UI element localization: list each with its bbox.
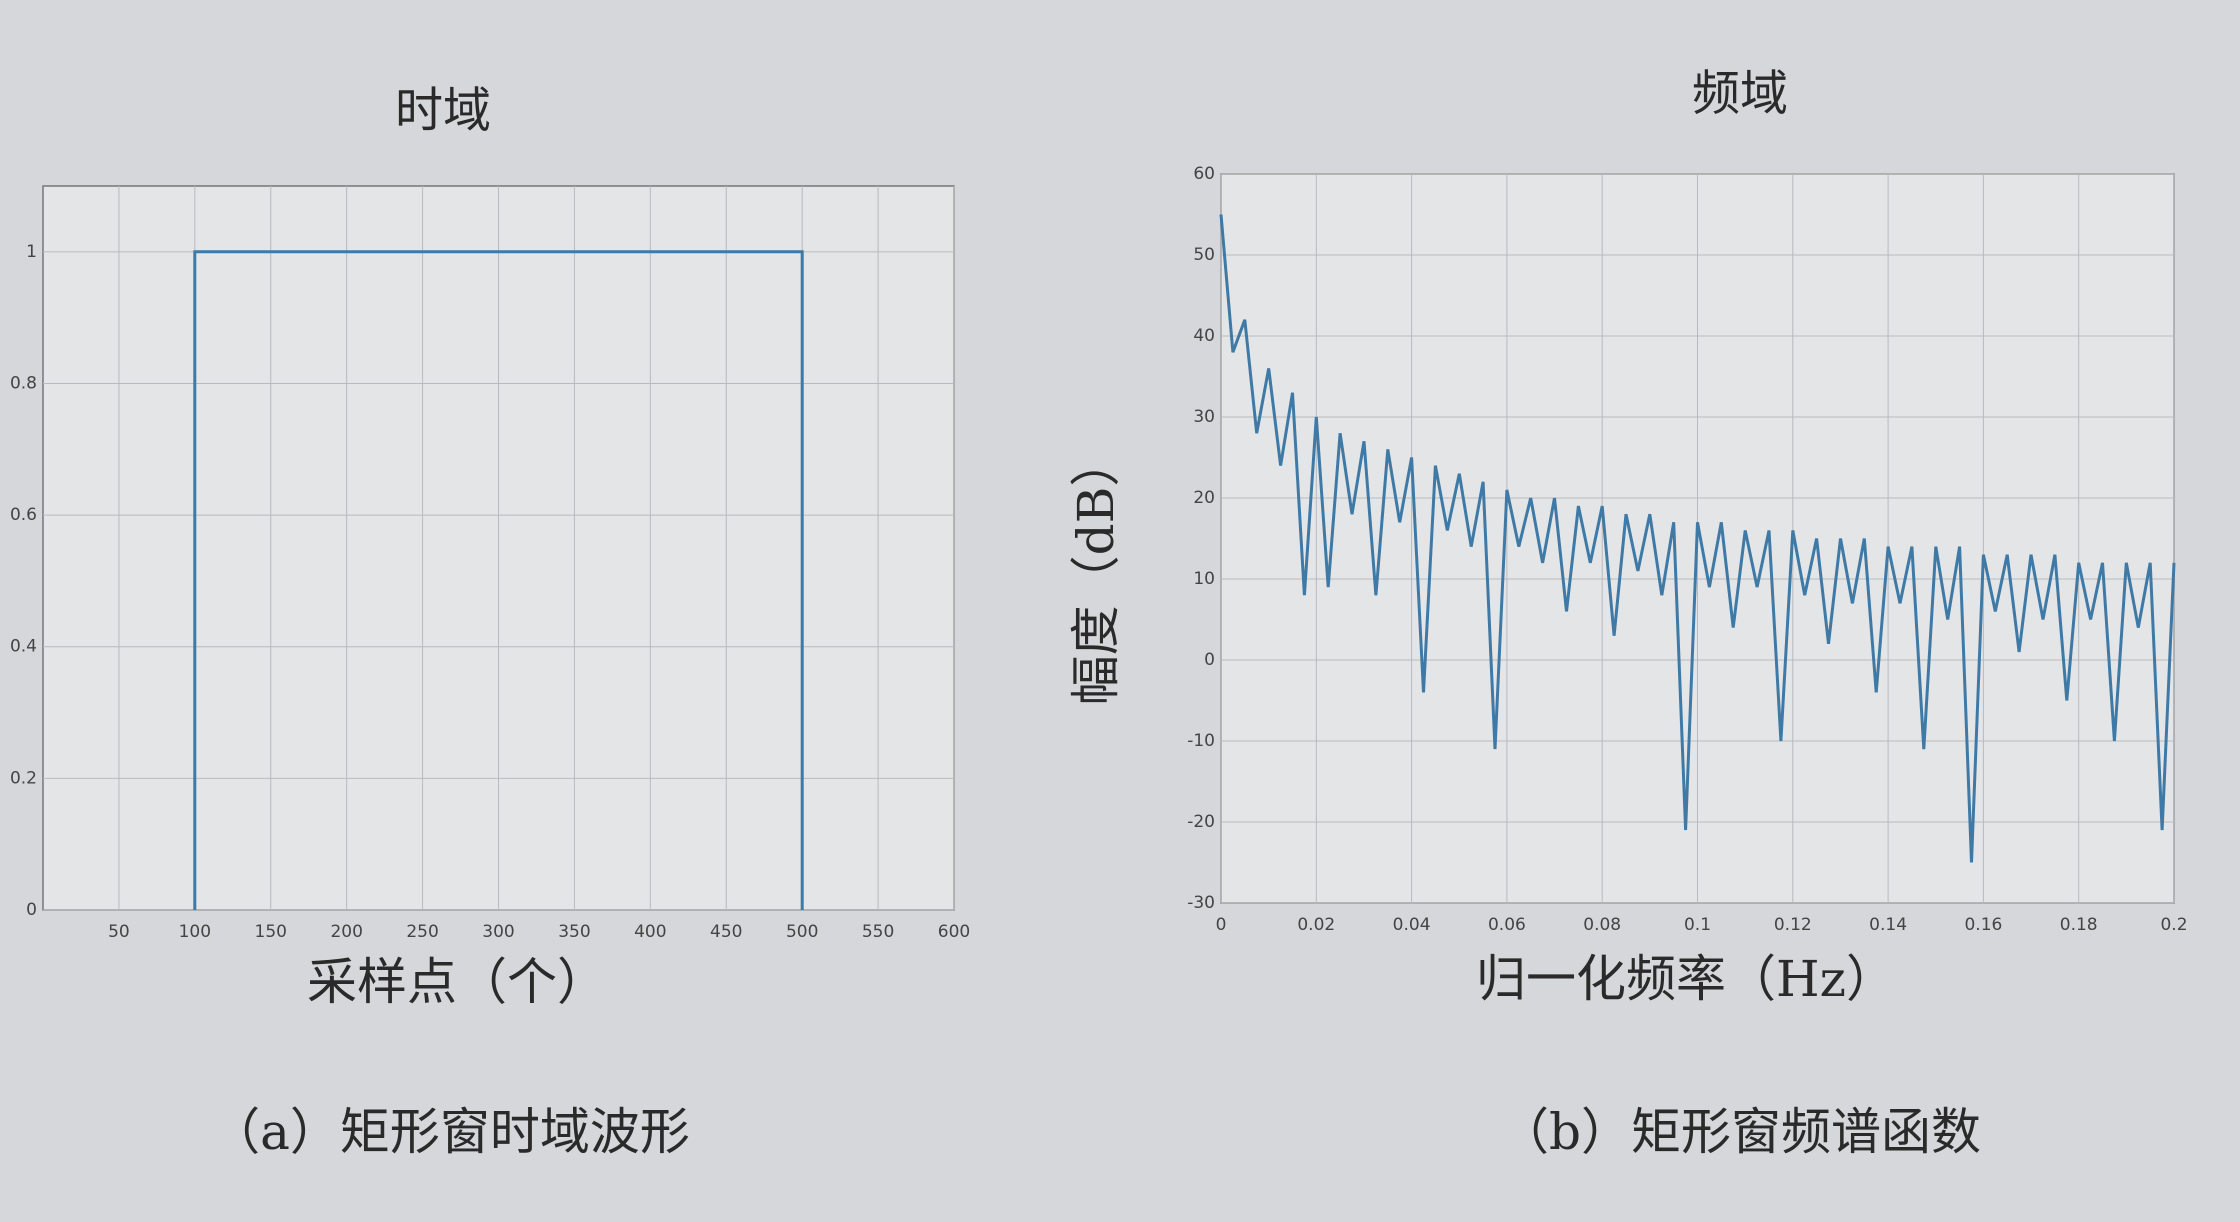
y-tick-label: 0.4 bbox=[10, 637, 37, 657]
y-tick-label: 0.2 bbox=[10, 768, 37, 788]
y-tick-label: 40 bbox=[1193, 326, 1215, 346]
x-tick-label: 350 bbox=[558, 922, 590, 942]
x-tick-label: 0.12 bbox=[1774, 915, 1812, 935]
x-tick-label: 0.2 bbox=[2160, 915, 2187, 935]
chart-title: 时域 bbox=[395, 83, 491, 139]
caption: （a）矩形窗时域波形 bbox=[210, 1103, 690, 1161]
x-tick-label: 0.16 bbox=[1964, 915, 2002, 935]
y-tick-label: 0 bbox=[26, 900, 37, 920]
y-tick-label: 50 bbox=[1193, 245, 1215, 265]
x-axis-label: 归一化频率（Hz） bbox=[1476, 950, 1896, 1008]
x-tick-label: 450 bbox=[710, 922, 742, 942]
x-tick-label: 250 bbox=[406, 922, 438, 942]
x-tick-label: 50 bbox=[108, 922, 130, 942]
y-tick-label: 0.6 bbox=[10, 505, 37, 525]
y-tick-label: 30 bbox=[1193, 407, 1215, 427]
x-tick-label: 0.1 bbox=[1684, 915, 1711, 935]
x-tick-label: 0.08 bbox=[1583, 915, 1621, 935]
y-tick-label: 20 bbox=[1193, 488, 1215, 508]
x-tick-label: 500 bbox=[786, 922, 818, 942]
x-tick-label: 0.02 bbox=[1297, 915, 1335, 935]
y-tick-label: -30 bbox=[1187, 893, 1215, 913]
x-tick-label: 0.04 bbox=[1393, 915, 1431, 935]
y-tick-label: 0.8 bbox=[10, 373, 37, 393]
caption: （b）矩形窗频谱函数 bbox=[1499, 1103, 1981, 1161]
data-line bbox=[193, 250, 804, 910]
y-tick-label: 1 bbox=[26, 242, 37, 262]
y-tick-label: 10 bbox=[1193, 569, 1215, 589]
x-axis-label: 采样点（个） bbox=[307, 953, 607, 1011]
x-tick-label: 0.06 bbox=[1488, 915, 1526, 935]
y-axis-label: 幅度（dB） bbox=[1067, 437, 1125, 706]
chart-title: 频域 bbox=[1692, 66, 1788, 122]
data-line bbox=[1219, 214, 2176, 863]
x-tick-label: 600 bbox=[938, 922, 970, 942]
x-tick-label: 200 bbox=[330, 922, 362, 942]
x-tick-label: 550 bbox=[862, 922, 894, 942]
x-tick-label: 0.18 bbox=[2060, 915, 2098, 935]
x-tick-label: 300 bbox=[482, 922, 514, 942]
x-tick-label: 100 bbox=[179, 922, 211, 942]
x-tick-label: 0.14 bbox=[1869, 915, 1907, 935]
x-tick-label: 400 bbox=[634, 922, 666, 942]
y-tick-label: 0 bbox=[1204, 650, 1215, 670]
y-tick-label: -20 bbox=[1187, 812, 1215, 832]
y-tick-label: -10 bbox=[1187, 731, 1215, 751]
y-tick-label: 60 bbox=[1193, 164, 1215, 184]
x-tick-label: 150 bbox=[255, 922, 287, 942]
x-tick-label: 0 bbox=[1216, 915, 1227, 935]
